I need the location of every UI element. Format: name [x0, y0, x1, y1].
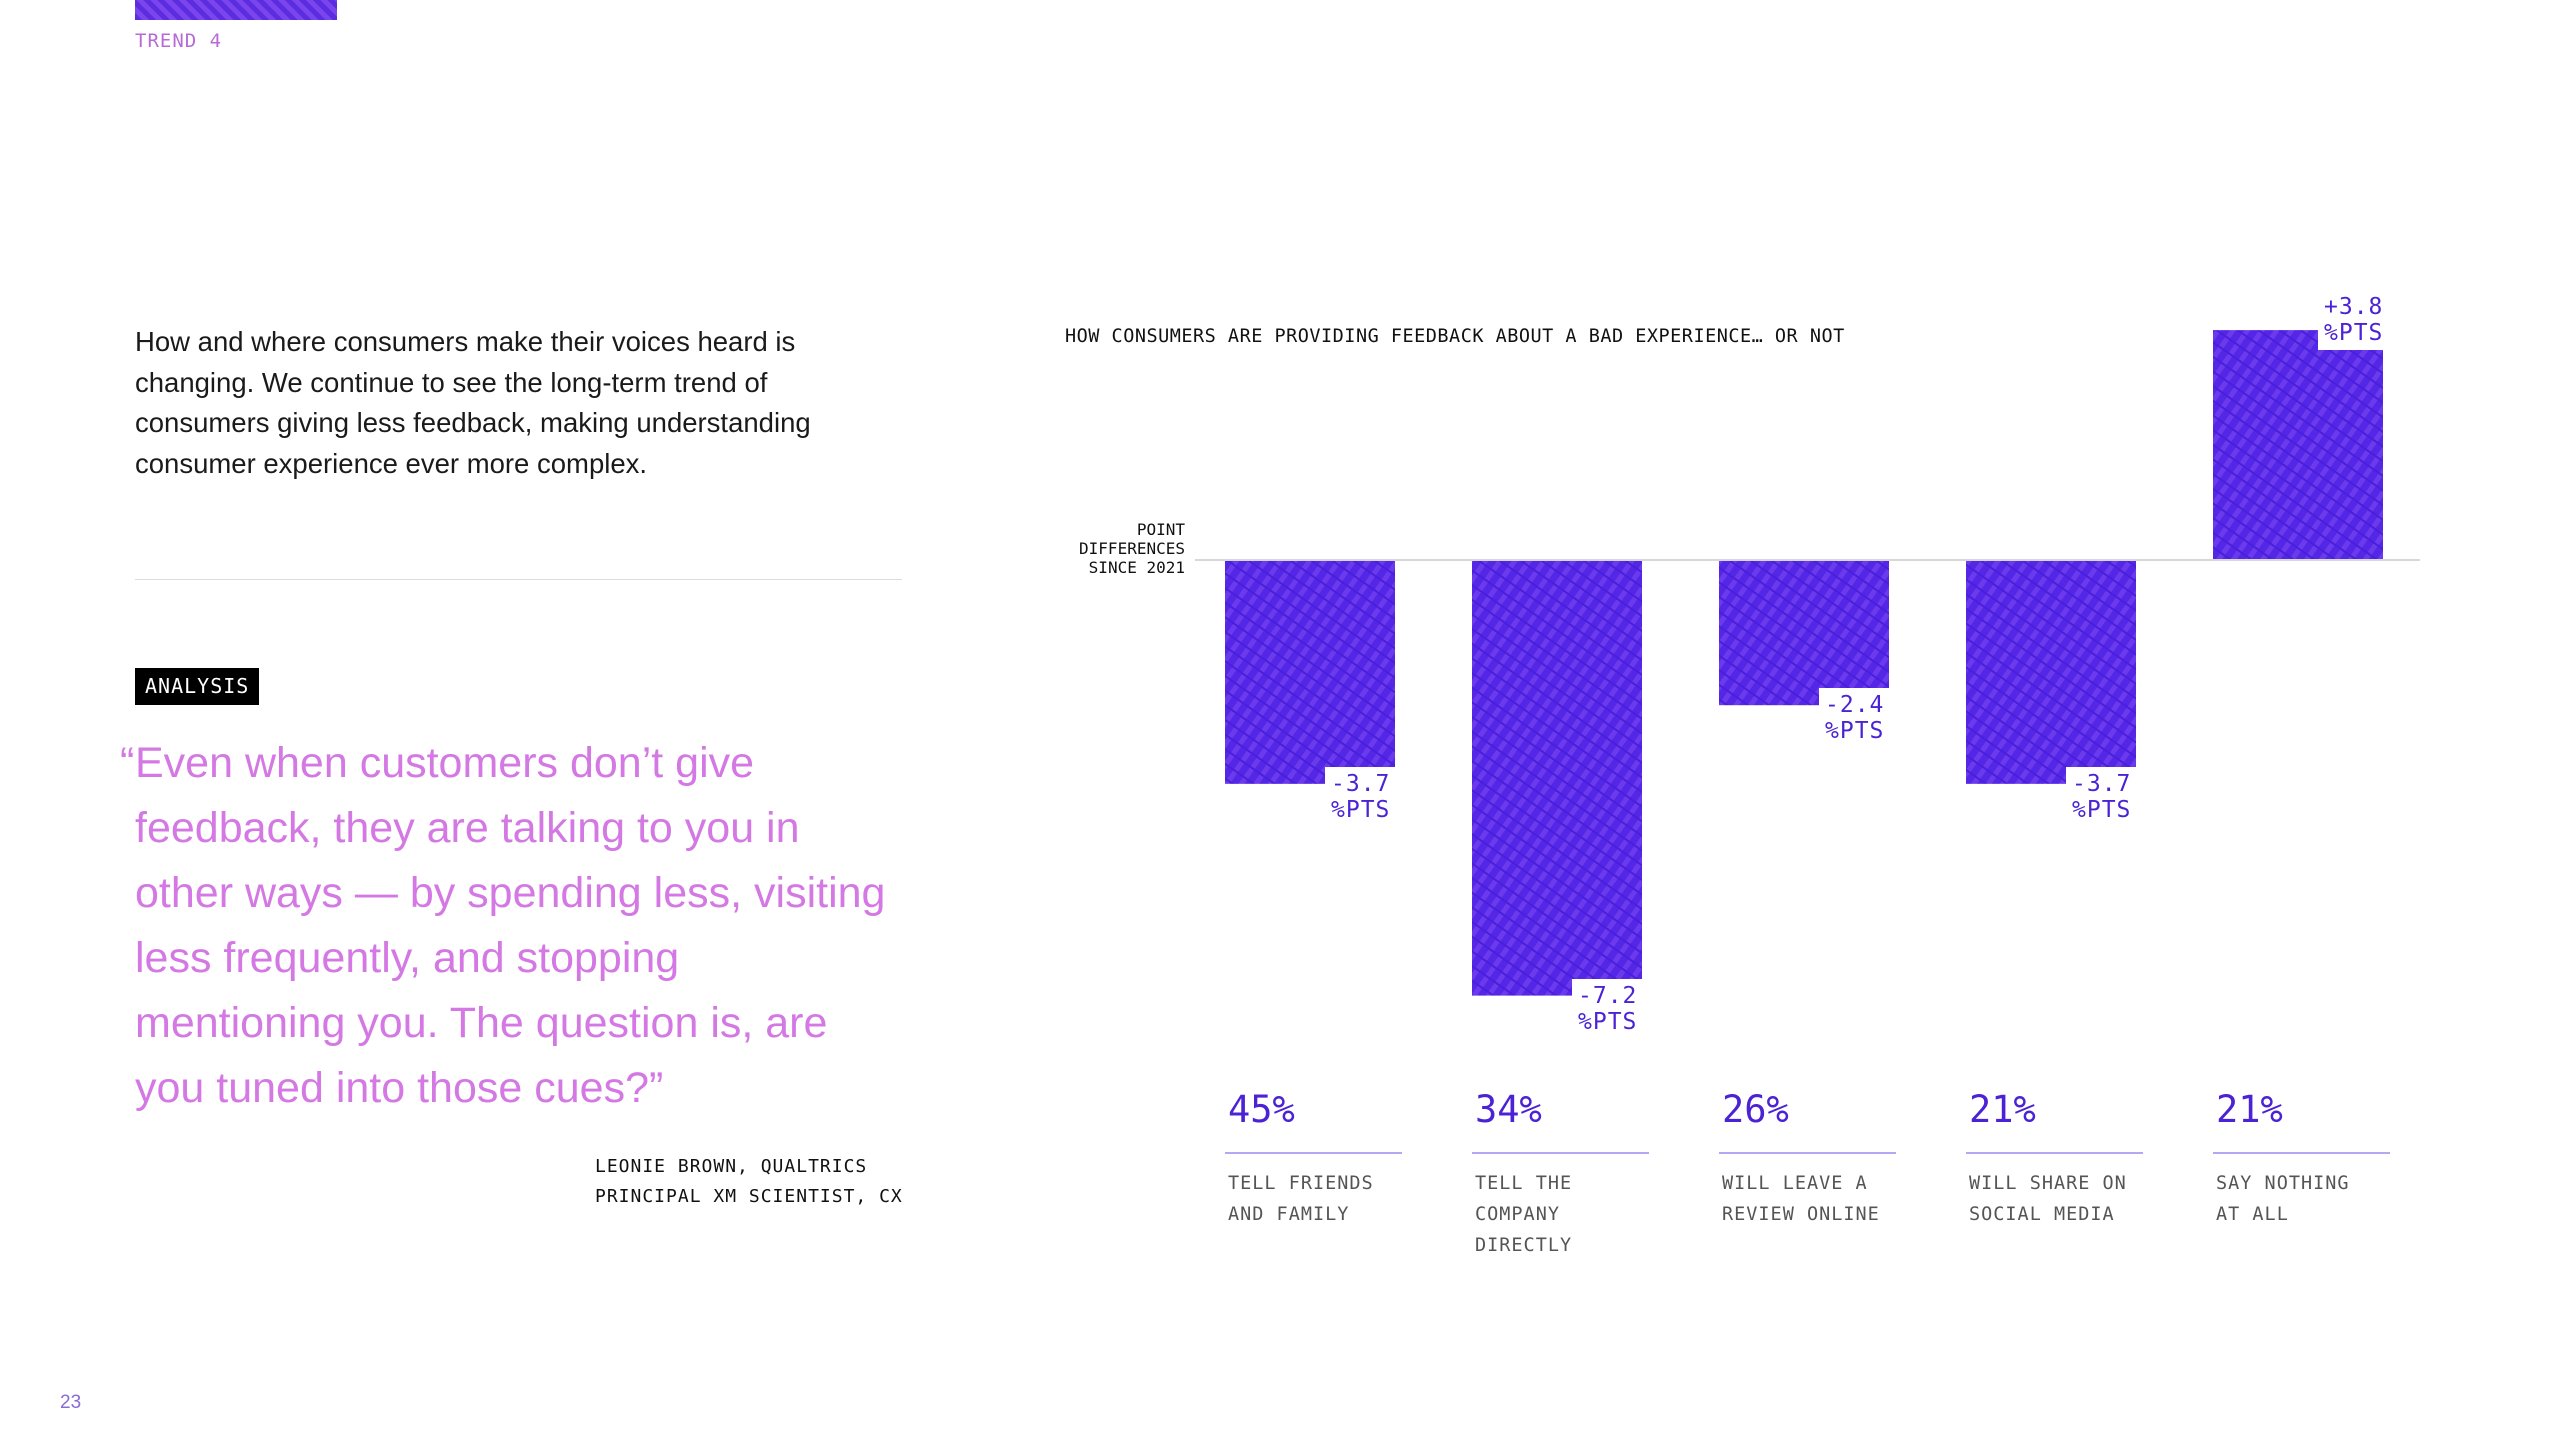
category-label-3: WILL LEAVE A REVIEW ONLINE — [1722, 1173, 1880, 1225]
category-label-4: WILL SHARE ON SOCIAL MEDIA — [1969, 1173, 2127, 1225]
data-label-3: -2.4 %PTS — [1819, 688, 1891, 749]
percent-value-5: 21% — [2216, 1088, 2283, 1131]
bar-2 — [1472, 560, 1642, 996]
percent-value-1: 45% — [1228, 1088, 1295, 1131]
divider — [135, 579, 902, 580]
pull-quote: Even when customers don’t give feedback,… — [135, 739, 886, 1112]
data-label-5: +3.8 %PTS — [2318, 290, 2390, 351]
percent-underline-5 — [2213, 1152, 2390, 1154]
percent-underline-1 — [1225, 1152, 1402, 1154]
category-label-1: TELL FRIENDS AND FAMILY — [1228, 1173, 1374, 1225]
data-label-1: -3.7 %PTS — [1325, 766, 1397, 827]
percent-underline-2 — [1472, 1152, 1649, 1154]
category-label-2: TELL THE COMPANY DIRECTLY — [1475, 1173, 1573, 1256]
trend-swatch — [135, 0, 337, 20]
y-axis-label: POINT DIFFERENCES SINCE 2021 — [1079, 520, 1185, 577]
data-label-4: -3.7 %PTS — [2066, 766, 2138, 827]
percent-value-3: 26% — [1722, 1088, 1789, 1131]
percent-underline-3 — [1719, 1152, 1896, 1154]
quote-attribution: LEONIE BROWN, QUALTRICS PRINCIPAL XM SCI… — [595, 1152, 903, 1212]
page-number: 23 — [60, 1392, 82, 1413]
analysis-badge: ANALYSIS — [135, 668, 260, 705]
attribution-line-1: LEONIE BROWN, QUALTRICS — [595, 1156, 868, 1177]
category-label-5: SAY NOTHING AT ALL — [2216, 1173, 2350, 1225]
percent-value-4: 21% — [1969, 1088, 2036, 1131]
percent-value-2: 34% — [1475, 1088, 1542, 1131]
bar-3 — [1719, 560, 1889, 706]
chart-title: HOW CONSUMERS ARE PROVIDING FEEDBACK ABO… — [1065, 326, 1845, 347]
bar-1 — [1225, 560, 1395, 784]
bar-5 — [2213, 330, 2383, 560]
data-label-2: -7.2 %PTS — [1572, 978, 1644, 1039]
trend-label: TREND 4 — [135, 30, 223, 52]
attribution-line-2: PRINCIPAL XM SCIENTIST, CX — [595, 1186, 903, 1207]
percent-underline-4 — [1966, 1152, 2143, 1154]
intro-paragraph: How and where consumers make their voice… — [135, 326, 811, 479]
bar-4 — [1966, 560, 2136, 784]
quote-open-mark: “ — [120, 739, 135, 787]
